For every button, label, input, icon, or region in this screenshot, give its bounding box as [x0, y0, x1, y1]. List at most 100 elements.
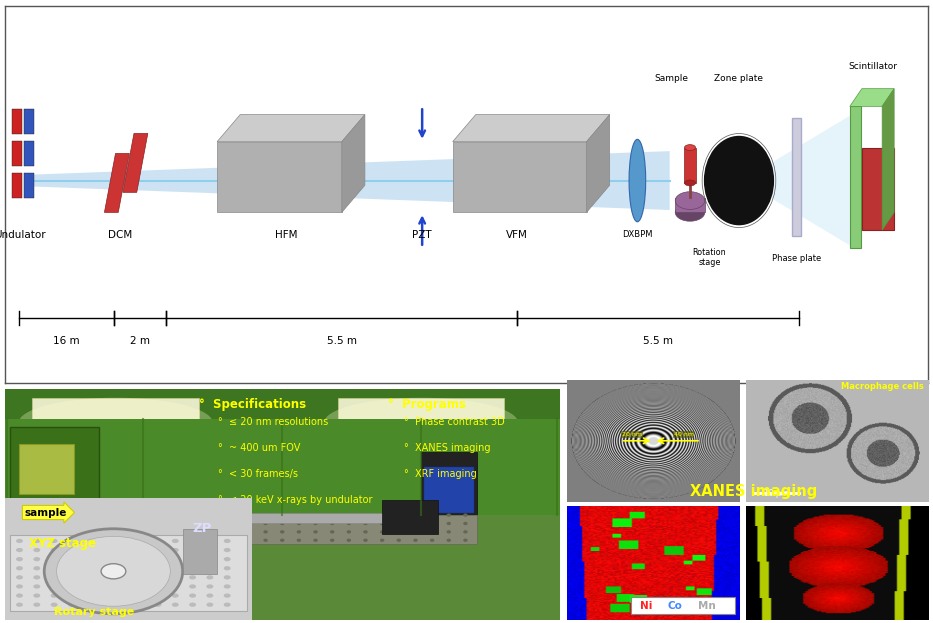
- FancyBboxPatch shape: [33, 397, 199, 419]
- Circle shape: [214, 530, 217, 533]
- Circle shape: [130, 522, 134, 525]
- Circle shape: [224, 594, 230, 597]
- Circle shape: [16, 539, 23, 543]
- Circle shape: [155, 584, 161, 589]
- Circle shape: [114, 513, 118, 517]
- Text: XYZ stage: XYZ stage: [30, 538, 96, 551]
- Circle shape: [119, 566, 127, 571]
- Circle shape: [230, 538, 234, 542]
- Text: Rotary stage: Rotary stage: [53, 607, 133, 617]
- Circle shape: [97, 522, 102, 525]
- Circle shape: [719, 155, 759, 206]
- Circle shape: [34, 548, 40, 552]
- Circle shape: [172, 575, 179, 579]
- Text: °  Phase contrast 3D: ° Phase contrast 3D: [404, 417, 505, 427]
- Polygon shape: [587, 115, 609, 212]
- Circle shape: [85, 566, 92, 571]
- Circle shape: [189, 566, 196, 571]
- Text: 40 nm: 40 nm: [674, 432, 694, 437]
- Circle shape: [146, 530, 151, 533]
- FancyBboxPatch shape: [675, 198, 704, 212]
- FancyBboxPatch shape: [144, 513, 394, 523]
- Circle shape: [280, 530, 285, 533]
- Circle shape: [729, 168, 749, 193]
- FancyBboxPatch shape: [338, 397, 505, 419]
- Text: PZT: PZT: [412, 230, 432, 240]
- Circle shape: [380, 513, 384, 517]
- FancyBboxPatch shape: [23, 109, 34, 134]
- Circle shape: [146, 522, 151, 525]
- Circle shape: [224, 548, 230, 552]
- Circle shape: [711, 145, 767, 216]
- Text: °  ≤ 20 nm resolutions: ° ≤ 20 nm resolutions: [218, 417, 328, 427]
- Circle shape: [163, 522, 168, 525]
- Circle shape: [119, 584, 127, 589]
- Text: Sample: Sample: [655, 74, 689, 83]
- Circle shape: [347, 513, 351, 517]
- Circle shape: [463, 530, 467, 533]
- Text: Undulator: Undulator: [0, 230, 46, 240]
- Circle shape: [16, 602, 23, 607]
- Text: °  < 20 keV x-rays by undulator: ° < 20 keV x-rays by undulator: [218, 495, 373, 505]
- Circle shape: [206, 539, 214, 543]
- Ellipse shape: [675, 192, 704, 209]
- Circle shape: [85, 548, 92, 552]
- Circle shape: [34, 594, 40, 597]
- Circle shape: [313, 538, 318, 542]
- Text: 16 m: 16 m: [53, 336, 80, 346]
- Circle shape: [263, 522, 268, 525]
- Polygon shape: [104, 153, 130, 212]
- Polygon shape: [123, 133, 147, 193]
- Circle shape: [172, 557, 179, 561]
- Circle shape: [703, 136, 774, 226]
- Text: DXBPM: DXBPM: [622, 230, 652, 239]
- Circle shape: [172, 594, 179, 597]
- Circle shape: [189, 575, 196, 579]
- FancyBboxPatch shape: [23, 173, 34, 197]
- Text: °  Specifications: ° Specifications: [199, 397, 306, 411]
- Circle shape: [119, 557, 127, 561]
- Circle shape: [413, 530, 418, 533]
- Circle shape: [263, 530, 268, 533]
- Circle shape: [717, 152, 761, 209]
- Circle shape: [206, 594, 214, 597]
- Circle shape: [330, 513, 334, 517]
- Text: 2 m: 2 m: [130, 336, 150, 346]
- Circle shape: [189, 602, 196, 607]
- Circle shape: [16, 575, 23, 579]
- Circle shape: [97, 530, 102, 533]
- Circle shape: [103, 594, 109, 597]
- Circle shape: [130, 538, 134, 542]
- Circle shape: [709, 142, 769, 219]
- Ellipse shape: [685, 180, 696, 186]
- Circle shape: [397, 522, 401, 525]
- Circle shape: [137, 557, 144, 561]
- Circle shape: [97, 538, 102, 542]
- Circle shape: [380, 538, 384, 542]
- Circle shape: [246, 513, 251, 517]
- Circle shape: [206, 584, 214, 589]
- Circle shape: [119, 539, 127, 543]
- Circle shape: [206, 548, 214, 552]
- Circle shape: [313, 513, 318, 517]
- Circle shape: [224, 602, 230, 607]
- Circle shape: [224, 584, 230, 589]
- Circle shape: [68, 594, 75, 597]
- Text: 5.5 m: 5.5 m: [643, 336, 674, 346]
- Circle shape: [50, 548, 58, 552]
- FancyBboxPatch shape: [424, 467, 474, 513]
- FancyBboxPatch shape: [11, 141, 21, 166]
- Circle shape: [101, 564, 126, 579]
- Circle shape: [50, 584, 58, 589]
- Circle shape: [16, 548, 23, 552]
- Circle shape: [206, 566, 214, 571]
- Circle shape: [103, 575, 109, 579]
- Circle shape: [463, 522, 467, 525]
- Circle shape: [330, 530, 334, 533]
- Circle shape: [34, 584, 40, 589]
- FancyBboxPatch shape: [5, 419, 560, 515]
- Circle shape: [34, 557, 40, 561]
- Circle shape: [50, 539, 58, 543]
- Circle shape: [68, 566, 75, 571]
- Circle shape: [313, 530, 318, 533]
